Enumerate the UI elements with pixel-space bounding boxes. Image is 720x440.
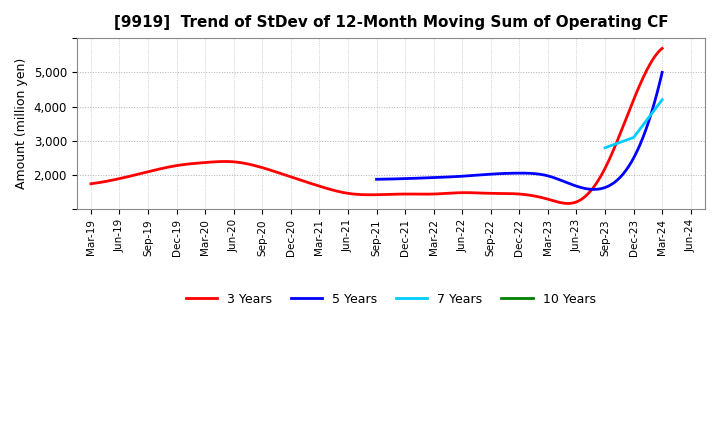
7 Years	[658, 97, 667, 103]
Y-axis label: Amount (million yen): Amount (million yen)	[15, 58, 28, 189]
5 Years	[541, 172, 550, 178]
7 Years	[600, 145, 609, 150]
3 Years	[658, 46, 667, 51]
3 Years	[89, 181, 97, 186]
5 Years	[547, 174, 556, 180]
3 Years	[564, 201, 573, 206]
7 Years	[629, 135, 638, 140]
5 Years	[373, 176, 382, 182]
5 Years	[589, 187, 598, 192]
5 Years	[372, 176, 381, 182]
3 Years	[606, 154, 615, 159]
3 Years	[427, 191, 436, 197]
3 Years	[570, 200, 579, 205]
5 Years	[658, 70, 667, 75]
Line: 3 Years: 3 Years	[91, 48, 662, 203]
Line: 7 Years: 7 Years	[605, 100, 662, 148]
5 Years	[614, 176, 623, 182]
3 Years	[425, 191, 433, 197]
3 Years	[86, 181, 95, 187]
5 Years	[542, 173, 551, 178]
3 Years	[436, 191, 445, 196]
Line: 5 Years: 5 Years	[377, 72, 662, 189]
Title: [9919]  Trend of StDev of 12-Month Moving Sum of Operating CF: [9919] Trend of StDev of 12-Month Moving…	[114, 15, 668, 30]
5 Years	[632, 150, 641, 155]
Legend: 3 Years, 5 Years, 7 Years, 10 Years: 3 Years, 5 Years, 7 Years, 10 Years	[181, 288, 600, 311]
